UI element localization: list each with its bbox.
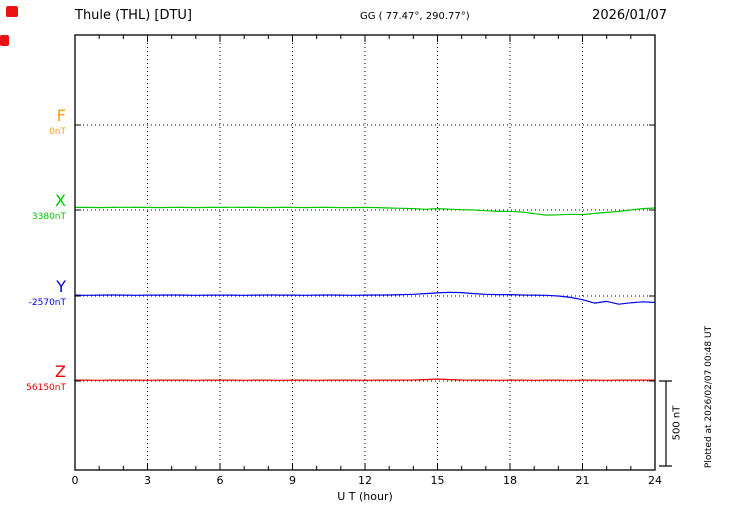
geographic-coordinates: GG ( 77.47°, 290.77°) — [360, 11, 470, 22]
baseline-value-y: -2570nT — [28, 298, 66, 308]
scale-bar-label: 500 nT — [671, 405, 683, 441]
x-tick-label: 15 — [430, 474, 445, 487]
x-tick-label: 9 — [289, 474, 296, 487]
x-tick-label: 3 — [144, 474, 151, 487]
trace-z — [74, 378, 656, 381]
baseline-value-f: 0nT — [49, 127, 66, 137]
baseline-value-z: 56150nT — [26, 383, 66, 393]
baseline-value-x: 3380nT — [31, 212, 66, 222]
trace-y — [74, 291, 656, 305]
traces — [74, 206, 656, 381]
component-label-y: Y — [56, 277, 66, 296]
x-tick-label: 6 — [216, 474, 224, 487]
x-tick-label: 21 — [575, 474, 590, 487]
component-label-f: F — [56, 106, 66, 125]
plot-date: 2026/01/07 — [592, 8, 667, 23]
scale-bar — [659, 380, 672, 467]
component-label-x: X — [55, 191, 66, 210]
red-marker-icon — [0, 35, 9, 46]
x-tick-label: 0 — [71, 474, 79, 487]
x-tick-label: 24 — [648, 474, 662, 487]
gridlines — [75, 35, 655, 470]
station-title: Thule (THL) [DTU] — [75, 8, 193, 23]
x-tick-label: 12 — [358, 474, 372, 487]
component-label-z: Z — [55, 362, 66, 381]
red-marker-icon — [6, 6, 18, 17]
axis-ticks — [74, 35, 656, 470]
x-axis-label: U T (hour) — [337, 490, 393, 503]
x-tick-label: 18 — [503, 474, 517, 487]
trace-x — [74, 206, 656, 216]
plotted-timestamp: Plotted at 2026/02/07 00:48 UT — [704, 325, 714, 469]
plot-frame — [74, 34, 656, 471]
